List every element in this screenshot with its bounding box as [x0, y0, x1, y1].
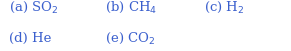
Text: (e) CO$_2$: (e) CO$_2$: [105, 31, 155, 46]
Text: (d) He: (d) He: [9, 32, 51, 45]
Text: (a) SO$_2$: (a) SO$_2$: [9, 0, 58, 15]
Text: (b) CH$_4$: (b) CH$_4$: [105, 0, 157, 15]
Text: (c) H$_2$: (c) H$_2$: [204, 0, 244, 15]
